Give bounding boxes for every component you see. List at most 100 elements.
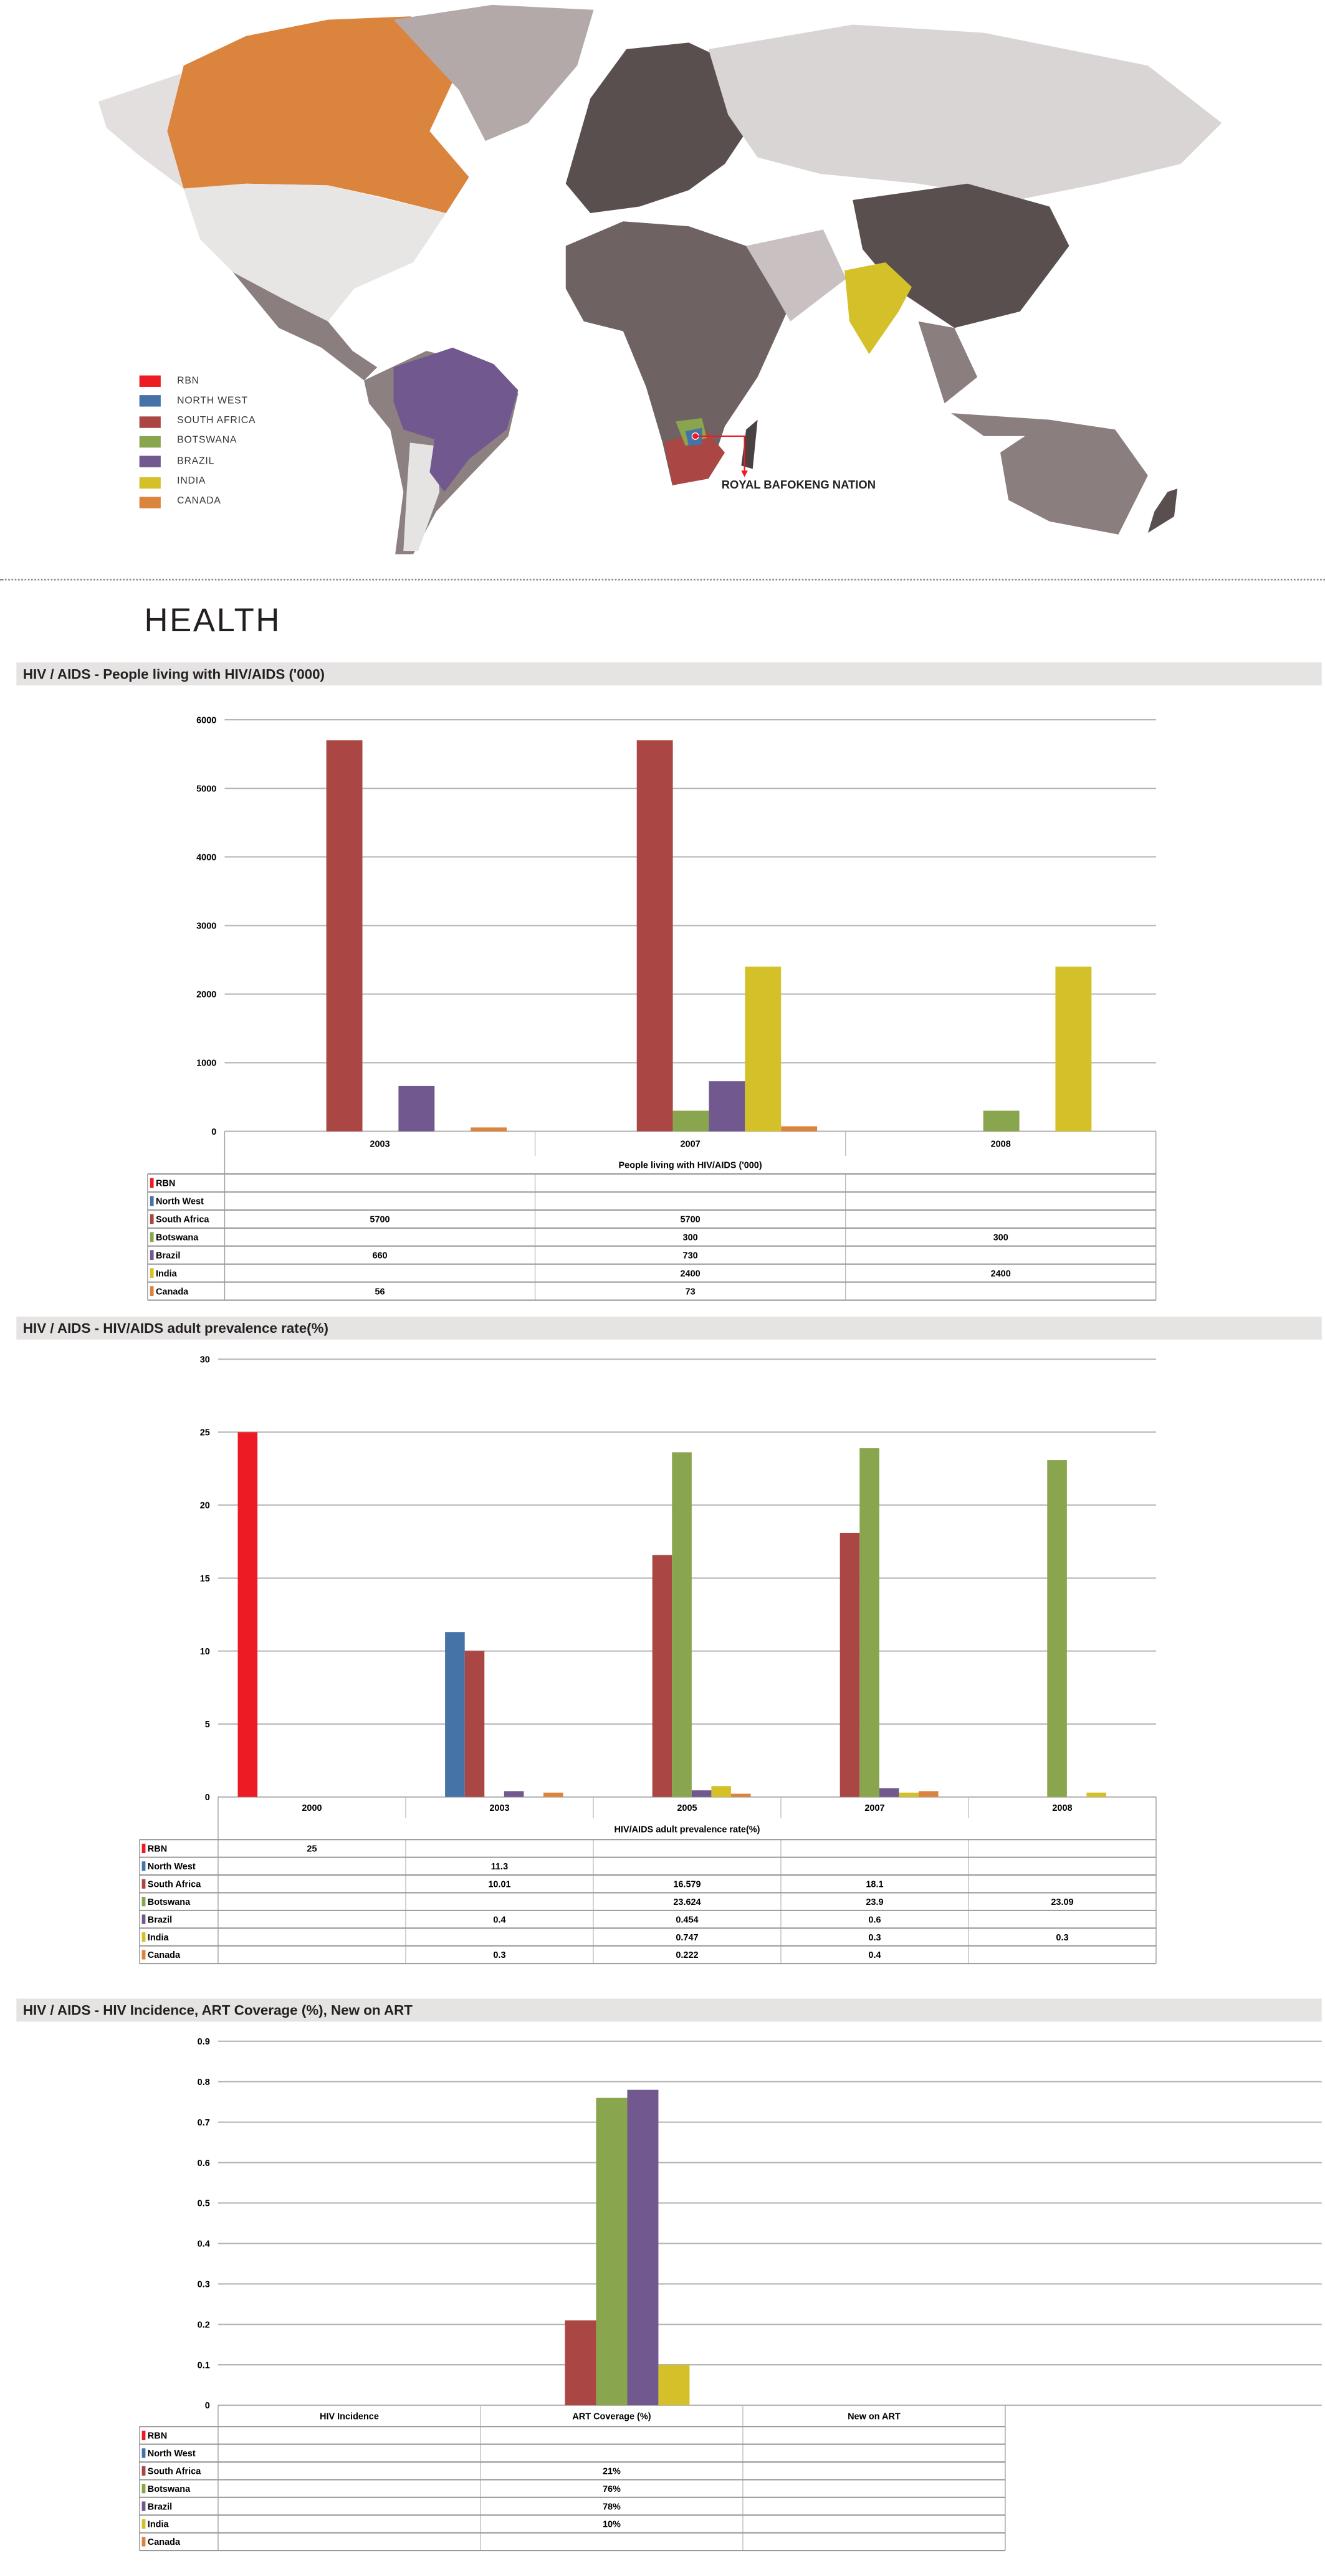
legend-key: [141, 1914, 146, 1924]
section-title: HEALTH: [144, 603, 282, 640]
legend-label: North West: [156, 1197, 204, 1207]
bar-botswana: [1047, 1460, 1067, 1797]
x-category-label: 2003: [489, 1803, 509, 1813]
legend-key: [150, 1196, 154, 1206]
y-tick-label: 0.9: [198, 2037, 210, 2047]
map-usa: [183, 183, 446, 322]
table-cell: 23.9: [866, 1897, 883, 1907]
rbn-callout-label: ROYAL BAFOKENG NATION: [721, 480, 876, 492]
table-cell: 0.3: [868, 1933, 881, 1943]
table-cell: 0.3: [1056, 1933, 1068, 1943]
legend-label: India: [156, 1269, 178, 1279]
table-cell: 730: [683, 1251, 698, 1261]
legend-key: [150, 1268, 154, 1279]
legend-label: RBN: [148, 2431, 167, 2441]
bar-south-africa: [636, 740, 673, 1132]
legend-label: NORTH WEST: [177, 396, 248, 407]
y-tick-label: 0.6: [198, 2159, 210, 2168]
legend-swatch: [139, 436, 161, 448]
legend-key: [141, 2484, 146, 2494]
bar-india: [711, 1786, 731, 1797]
legend-label: CANADA: [177, 497, 221, 507]
bar-india: [658, 2365, 690, 2405]
map-australia: [1000, 419, 1148, 535]
map-central-america: [232, 272, 378, 381]
map-southeast-asia: [918, 321, 1086, 436]
y-tick-label: 3000: [196, 922, 216, 932]
table-cell: 18.1: [866, 1880, 883, 1890]
legend-label: RBN: [177, 376, 199, 386]
table-cell: 0.222: [676, 1950, 698, 1960]
legend-label: Botswana: [156, 1233, 199, 1243]
bar-botswana: [672, 1110, 709, 1132]
table-cell: 73: [686, 1287, 696, 1297]
x-category-label: 2007: [681, 1140, 701, 1150]
legend-key: [150, 1178, 154, 1188]
legend-label: Brazil: [148, 2502, 172, 2512]
y-tick-label: 0.3: [198, 2280, 210, 2290]
bar-canada: [918, 1791, 939, 1797]
legend-key: [150, 1214, 154, 1224]
table-cell: 76%: [603, 2484, 621, 2494]
bar-south-africa: [464, 1651, 485, 1797]
bar-india: [1055, 966, 1092, 1132]
legend-label: North West: [148, 1862, 196, 1872]
table-cell: 78%: [603, 2502, 621, 2512]
bar-canada: [543, 1792, 563, 1797]
table-cell: 2400: [681, 1269, 701, 1279]
legend-swatch: [139, 496, 161, 508]
bar-brazil: [691, 1790, 712, 1797]
table-cell: 5700: [370, 1215, 390, 1225]
map-alaska: [98, 74, 184, 189]
table-cell: 21%: [603, 2466, 621, 2476]
bar-brazil: [627, 2089, 659, 2405]
chart-3-header: HIV / AIDS - HIV Incidence, ART Coverage…: [16, 1998, 1322, 2022]
legend-key: [150, 1286, 154, 1296]
map-madagascar: [741, 419, 758, 469]
y-tick-label: 0.8: [198, 2077, 210, 2087]
bar-brazil: [709, 1081, 745, 1132]
bar-botswana: [983, 1110, 1020, 1132]
legend-label: South Africa: [148, 2466, 201, 2476]
table-cell: 23.09: [1051, 1897, 1073, 1907]
y-tick-label: 0.2: [198, 2320, 210, 2330]
legend-key: [141, 1950, 146, 1960]
legend-key: [141, 1879, 146, 1889]
x-category-label: HIV Incidence: [320, 2411, 379, 2421]
legend-swatch: [139, 416, 161, 427]
x-category-label: 2000: [302, 1803, 322, 1813]
bar-south-africa: [652, 1555, 672, 1797]
legend-swatch: [139, 476, 161, 488]
legend-key: [141, 2501, 146, 2511]
table-cell: 2400: [991, 1269, 1011, 1279]
legend-label: RBN: [156, 1179, 175, 1189]
table-cell: 10.01: [488, 1880, 510, 1890]
legend-label: Brazil: [156, 1251, 180, 1261]
x-category-label: 2008: [1052, 1803, 1072, 1813]
y-tick-label: 0: [205, 2401, 210, 2411]
map-new-zealand: [1147, 489, 1178, 533]
legend-label: South Africa: [156, 1215, 209, 1225]
table-cell: 0.454: [676, 1915, 698, 1925]
y-tick-label: 15: [200, 1574, 210, 1584]
chart-2-header: HIV / AIDS - HIV/AIDS adult prevalence r…: [16, 1316, 1322, 1340]
map-greenland: [393, 4, 594, 141]
bar-brazil: [398, 1085, 435, 1132]
legend-key: [141, 2466, 146, 2476]
x-category-label: 2007: [864, 1803, 884, 1813]
x-category-label: 2003: [370, 1140, 390, 1150]
legend-label: India: [148, 2520, 170, 2530]
callout-arrowhead: [741, 470, 748, 477]
legend-label: Canada: [148, 2537, 181, 2547]
map-europe: [565, 42, 758, 214]
table-cell: 660: [372, 1251, 387, 1261]
y-tick-label: 0.5: [198, 2199, 210, 2209]
y-tick-label: 0.7: [198, 2118, 210, 2128]
bar-south-africa: [565, 2320, 596, 2405]
legend-key: [150, 1250, 154, 1261]
legend-label: Brazil: [148, 1915, 172, 1925]
legend-label: BRAZIL: [177, 457, 215, 467]
